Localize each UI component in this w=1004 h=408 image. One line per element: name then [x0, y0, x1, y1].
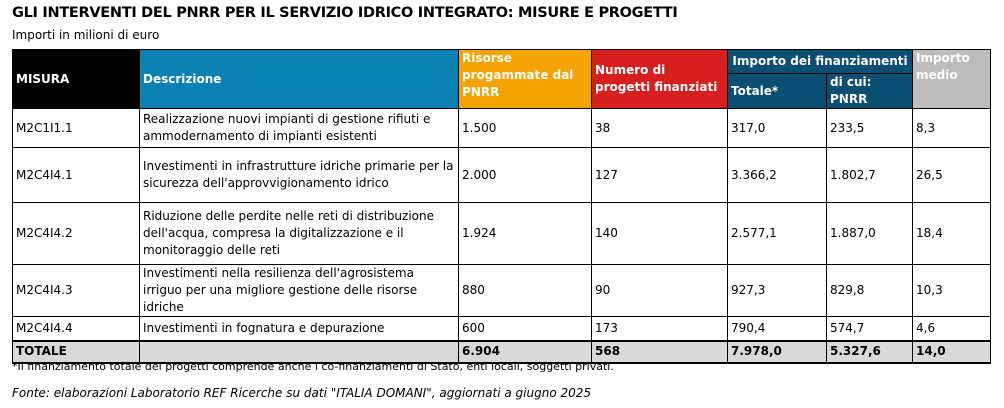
cell-risorse: 1.924: [458, 202, 592, 265]
cell-pnrr: 233,5: [826, 108, 913, 148]
cell-risorse: 1.500: [458, 108, 592, 148]
total-medio: 14,0: [912, 339, 991, 364]
cell-medio: 18,4: [912, 202, 991, 265]
measures-table: MISURA Descrizione Risorse progammate da…: [12, 49, 991, 364]
cell-pnrr: 1.887,0: [826, 202, 913, 265]
header-totale: Totale*: [727, 73, 827, 109]
footnote: *Il finanziamento totale dei progetti co…: [12, 360, 614, 373]
cell-medio: 8,3: [912, 108, 991, 148]
table-row: M2C4I4.3 Investimenti nella resilienza de…: [12, 264, 991, 317]
total-label: TOTALE: [12, 339, 140, 364]
total-risorse: 6.904: [458, 339, 592, 364]
table-row: M2C4I4.2 Riduzione delle perdite nelle re…: [12, 202, 991, 265]
cell-medio: 10,3: [912, 264, 991, 317]
cell-totale: 927,3: [727, 264, 827, 317]
cell-descrizione: Investimenti in fognatura e depurazione: [139, 316, 459, 341]
cell-descrizione: Investimenti in infrastrutture idriche p…: [139, 147, 459, 203]
cell-misura: M2C4I4.4: [12, 316, 140, 341]
header-medio: Importo medio: [912, 49, 991, 109]
total-row: TOTALE 6.904 568 7.978,0 5.327,6 14,0: [12, 339, 991, 364]
cell-numero: 173: [591, 316, 728, 341]
table-row: M2C4I4.1 Investimenti in infrastrutture i…: [12, 147, 991, 203]
cell-medio: 4,6: [912, 316, 991, 341]
cell-misura: M2C4I4.2: [12, 202, 140, 265]
header-misura: MISURA: [12, 49, 140, 109]
cell-misura: M2C4I4.3: [12, 264, 140, 317]
header-descrizione: Descrizione: [139, 49, 459, 109]
cell-risorse: 600: [458, 316, 592, 341]
total-numero: 568: [591, 339, 728, 364]
total-empty: [139, 339, 459, 364]
cell-pnrr: 1.802,7: [826, 147, 913, 203]
cell-numero: 38: [591, 108, 728, 148]
cell-numero: 140: [591, 202, 728, 265]
header-risorse: Risorse progammate dal PNRR: [458, 49, 592, 109]
source-note: Fonte: elaborazioni Laboratorio REF Rice…: [12, 386, 592, 400]
cell-misura: M2C4I4.1: [12, 147, 140, 203]
table-row: M2C1I1.1 Realizzazione nuovi impianti di …: [12, 108, 991, 148]
cell-risorse: 880: [458, 264, 592, 317]
subtitle: Importi in milioni di euro: [12, 28, 160, 42]
cell-descrizione: Investimenti nella resilienza dell'agros…: [139, 264, 459, 317]
cell-numero: 90: [591, 264, 728, 317]
page-title: GLI INTERVENTI DEL PNRR PER IL SERVIZIO …: [12, 5, 678, 21]
header-numero: Numero di progetti finanziati: [591, 49, 728, 109]
cell-risorse: 2.000: [458, 147, 592, 203]
cell-totale: 317,0: [727, 108, 827, 148]
cell-pnrr: 574,7: [826, 316, 913, 341]
table-row: M2C4I4.4 Investimenti in fognatura e depu…: [12, 316, 991, 341]
cell-misura: M2C1I1.1: [12, 108, 140, 148]
header-pnrr: di cui: PNRR: [826, 73, 913, 109]
cell-numero: 127: [591, 147, 728, 203]
cell-descrizione: Realizzazione nuovi impianti di gestione…: [139, 108, 459, 148]
header-importo: Importo dei finanziamenti: [727, 49, 913, 74]
total-totale: 7.978,0: [727, 339, 827, 364]
cell-totale: 790,4: [727, 316, 827, 341]
cell-pnrr: 829,8: [826, 264, 913, 317]
cell-medio: 26,5: [912, 147, 991, 203]
cell-totale: 3.366,2: [727, 147, 827, 203]
cell-totale: 2.577,1: [727, 202, 827, 265]
total-pnrr: 5.327,6: [826, 339, 913, 364]
cell-descrizione: Riduzione delle perdite nelle reti di di…: [139, 202, 459, 265]
